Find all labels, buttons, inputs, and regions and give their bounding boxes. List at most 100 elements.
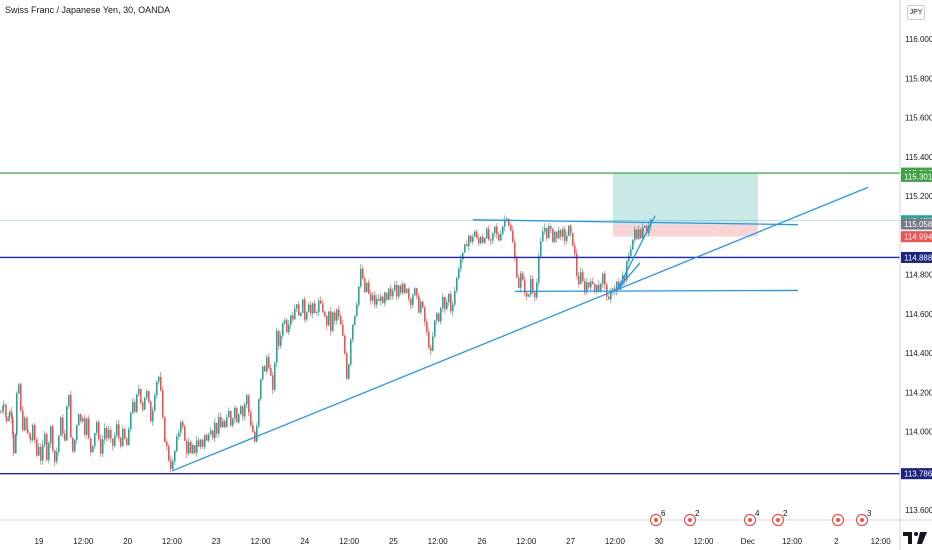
candle-body (308, 304, 310, 313)
candle-body (106, 428, 108, 439)
candle-body (22, 410, 24, 431)
price-badge-label: 114.994 (904, 233, 932, 242)
candle-body (320, 300, 322, 304)
candle-body (126, 438, 128, 446)
candle-body (148, 391, 150, 402)
event-marker-dot (860, 518, 864, 522)
candle-body (100, 439, 102, 454)
candle-body (84, 418, 86, 435)
candle-body (150, 401, 152, 422)
candle-body (528, 294, 530, 297)
candle-body (452, 304, 454, 312)
candle-body (470, 235, 472, 242)
x-tick-label: 24 (300, 537, 309, 546)
candle-body (314, 303, 316, 313)
candle-body (330, 311, 332, 331)
candle-body (316, 312, 318, 314)
candle-body (192, 445, 194, 454)
candle-body (298, 304, 300, 316)
candle-body (80, 414, 82, 422)
event-marker-dot (836, 518, 840, 522)
candle-body (372, 295, 374, 301)
candle-body (18, 384, 20, 394)
candle-body (636, 229, 638, 239)
candle-body (68, 394, 70, 407)
x-tick-label: 12:00 (693, 537, 714, 546)
candle-body (202, 439, 204, 447)
candle-body (292, 315, 294, 320)
candle-body (634, 229, 636, 240)
candle-body (394, 284, 396, 291)
candle-body (8, 416, 10, 421)
candle-body (550, 226, 552, 229)
candle-body (34, 425, 36, 440)
candle-body (244, 404, 246, 417)
candle-body (82, 418, 84, 422)
candle-body (218, 417, 220, 434)
candle-body (348, 364, 350, 379)
candle-body (110, 430, 112, 439)
price-badge (901, 218, 932, 230)
candle-body (118, 424, 120, 438)
candle-body (590, 281, 592, 288)
candle-body (632, 239, 634, 250)
candle-body (168, 446, 170, 461)
candle-body (512, 230, 514, 243)
candle-body (200, 439, 202, 447)
candle-body (92, 445, 94, 453)
candle-body (338, 309, 340, 317)
candle-body (494, 226, 496, 234)
candle-body (478, 237, 480, 244)
candle-body (16, 393, 18, 435)
candle-body (278, 331, 280, 346)
candle-body (448, 293, 450, 303)
candle-body (360, 268, 362, 287)
candle-body (370, 293, 372, 301)
candle-body (104, 428, 106, 440)
candle-body (214, 422, 216, 439)
candle-body (188, 441, 190, 454)
candle-body (566, 235, 568, 241)
candle-body (336, 309, 338, 321)
candle-body (224, 421, 226, 428)
candle-body (500, 233, 502, 241)
candle-body (220, 417, 222, 428)
chart-title: Swiss Franc / Japanese Yen, 30, OANDA (5, 5, 171, 15)
candle-body (206, 435, 208, 441)
candle-body (64, 433, 66, 441)
candle-body (386, 292, 388, 300)
candle-body (182, 422, 184, 427)
candle-body (258, 398, 260, 427)
candles (0, 215, 652, 473)
candle-body (276, 331, 278, 363)
candle-body (250, 412, 252, 426)
price-badge (901, 170, 932, 182)
x-tick-label: 20 (123, 537, 132, 546)
candle-body (236, 407, 238, 423)
candle-body (498, 234, 500, 241)
candle-body (642, 227, 644, 239)
candle-body (434, 320, 436, 337)
candle-body (204, 435, 206, 447)
candle-body (506, 218, 508, 220)
candle-body (146, 391, 148, 398)
candle-body (574, 245, 576, 254)
candle-body (36, 439, 38, 456)
currency-button[interactable]: JPY (907, 5, 925, 20)
candle-body (620, 284, 622, 290)
candle-body (526, 292, 528, 297)
candle-body (284, 320, 286, 324)
candle-body (594, 284, 596, 291)
candle-body (186, 440, 188, 454)
candle-body (630, 249, 632, 256)
candle-body (460, 259, 462, 269)
candle-body (154, 395, 156, 411)
candle-body (246, 395, 248, 405)
candle-body (136, 394, 138, 412)
candle-body (122, 428, 124, 447)
candle-body (362, 268, 364, 279)
candle-body (382, 296, 384, 304)
candle-body (116, 424, 118, 436)
